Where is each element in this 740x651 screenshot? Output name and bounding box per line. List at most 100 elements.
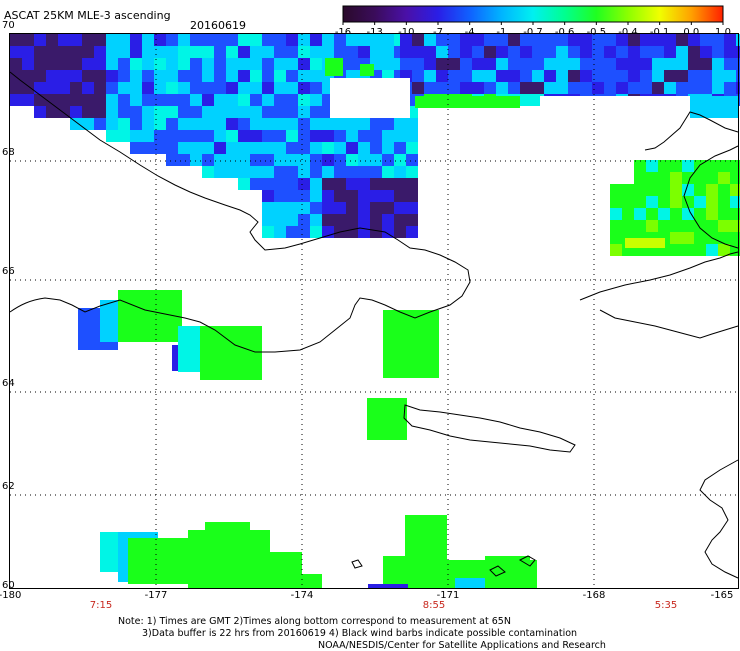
wind-cell [154, 82, 166, 94]
wind-cell [298, 226, 310, 238]
wind-cell [604, 34, 616, 46]
wind-cell [580, 82, 592, 94]
wind-cell [676, 70, 688, 82]
wind-cell [58, 58, 70, 70]
wind-cell [346, 46, 358, 58]
wind-cell [310, 166, 322, 178]
wind-cell [274, 118, 286, 130]
wind-cell [652, 58, 664, 70]
wind-cell [424, 46, 436, 58]
wind-cell [298, 106, 310, 118]
wind-cell [274, 130, 286, 142]
wind-cell [544, 46, 556, 58]
wind-cell [94, 46, 106, 58]
wind-cell [628, 34, 640, 46]
wind-cell [130, 58, 142, 70]
wind-cell [238, 130, 250, 142]
wind-cell [472, 46, 484, 58]
wind-cell [178, 106, 190, 118]
wind-cell [406, 214, 418, 226]
coastline-alaska-north [579, 251, 739, 301]
wind-cell [70, 118, 82, 130]
wind-cell [358, 118, 370, 130]
wind-cell [106, 70, 118, 82]
wind-cell [154, 142, 166, 154]
wind-cell [82, 106, 94, 118]
wind-cell [628, 46, 640, 58]
wind-cell [520, 58, 532, 70]
wind-cell [496, 82, 508, 94]
wind-cell [166, 94, 178, 106]
wind-cell [358, 46, 370, 58]
wind-cell [358, 130, 370, 142]
wind-cell [46, 106, 58, 118]
wind-cell [652, 70, 664, 82]
wind-cell [70, 46, 82, 58]
wind-cell [346, 130, 358, 142]
wind-cell [214, 154, 226, 166]
wind-cell [226, 118, 238, 130]
colorbar-tick-label: 1.0 [715, 27, 731, 38]
wind-cell [718, 208, 730, 220]
wind-cell [694, 196, 706, 208]
wind-cell [568, 70, 580, 82]
wind-cell [94, 118, 106, 130]
wind-cell [250, 58, 262, 70]
wind-cell [568, 58, 580, 70]
wind-cell [262, 58, 274, 70]
wind-cell [94, 34, 106, 46]
wind-cell [682, 172, 694, 184]
wind-cell [226, 34, 238, 46]
wind-cell [370, 202, 382, 214]
wind-cell [310, 46, 322, 58]
note-line-1: Note: 1) Times are GMT 2)Times along bot… [118, 616, 511, 627]
wind-cell [484, 82, 496, 94]
wind-cell [298, 154, 310, 166]
wind-cell [712, 46, 724, 58]
wind-cell [200, 326, 262, 380]
wind-cell [286, 82, 298, 94]
wind-cell [556, 70, 568, 82]
wind-cell [472, 58, 484, 70]
wind-cell [730, 172, 740, 184]
wind-cell [694, 232, 706, 244]
wind-cell [370, 166, 382, 178]
wind-cell [214, 34, 226, 46]
wind-cell [508, 82, 520, 94]
wind-cell [298, 82, 310, 94]
wind-cell [690, 96, 738, 118]
latitude-label: 66 [2, 266, 15, 277]
colorbar-tick-label: -1 [496, 27, 507, 38]
wind-cell [58, 94, 70, 106]
wind-cell [286, 214, 298, 226]
wind-cell [346, 178, 358, 190]
wind-cell [358, 166, 370, 178]
wind-cell [310, 142, 322, 154]
wind-cell [118, 130, 130, 142]
wind-cell [226, 94, 238, 106]
wind-cell [628, 70, 640, 82]
wind-cell [190, 70, 202, 82]
wind-cell [250, 34, 262, 46]
wind-cell [34, 106, 46, 118]
latitude-label: 64 [2, 378, 15, 389]
wind-cell [532, 70, 544, 82]
wind-cell [130, 142, 142, 154]
wind-cell [730, 208, 740, 220]
wind-cell [154, 46, 166, 58]
wind-cell [286, 118, 298, 130]
wind-cell [298, 58, 310, 70]
wind-cell [190, 34, 202, 46]
colorbar-tick-label: -7 [433, 27, 443, 38]
wind-cell [370, 178, 382, 190]
wind-cell [383, 310, 439, 378]
wind-cell [82, 118, 94, 130]
wind-cell [346, 226, 358, 238]
wind-cell [610, 220, 622, 232]
wind-cell [94, 94, 106, 106]
wind-cell [46, 46, 58, 58]
colorbar-tick-label: -4 [464, 27, 475, 38]
wind-cell [190, 106, 202, 118]
wind-cell [142, 130, 154, 142]
wind-cell [118, 70, 130, 82]
